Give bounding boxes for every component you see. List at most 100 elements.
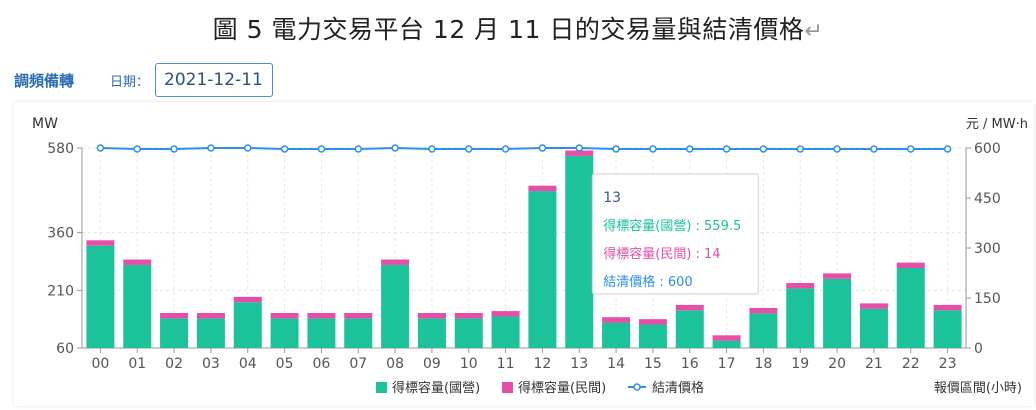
bar-state-owned <box>381 264 410 348</box>
bar-state-owned <box>565 155 594 348</box>
bar-private <box>417 313 446 319</box>
x-tick-label: 09 <box>423 356 441 372</box>
price-point <box>96 144 105 152</box>
y-tick-label: 580 <box>47 141 74 157</box>
price-point <box>280 145 289 153</box>
price-point <box>428 145 436 153</box>
document-caption: 圖 5 電力交易平台 12 月 11 日的交易量與結清價格↵ <box>0 10 1036 46</box>
x-tick-label: 00 <box>92 356 110 372</box>
legend-label: 得標容量(民間) <box>518 380 606 396</box>
bar-private <box>859 303 888 309</box>
bar-state-owned <box>749 313 778 348</box>
bar-private <box>638 319 667 325</box>
bar-private <box>602 317 631 323</box>
x-tick-label: 02 <box>165 356 183 372</box>
bar-state-owned <box>933 310 962 348</box>
x-tick-label: 13 <box>570 356 588 372</box>
price-point <box>501 145 510 153</box>
bar-state-owned <box>454 318 483 348</box>
x-tick-label: 11 <box>497 356 515 372</box>
trading-chart[interactable]: 60 210 360 580 0 150 300 450 600 MW 元 / MW·h 00 01 02… <box>14 102 1034 406</box>
bar-state-owned <box>307 318 336 348</box>
y2-tick-label: 0 <box>974 341 983 357</box>
x-tick-label: 21 <box>865 356 883 372</box>
x-tick-label: 12 <box>534 356 552 372</box>
price-point <box>759 145 768 153</box>
x-tick-label: 23 <box>939 356 957 372</box>
bar-private <box>270 313 299 319</box>
tooltip-row: 得標容量(國營) : 559.5 <box>603 218 741 234</box>
controls-bar: 調頻備轉 日期： <box>14 62 274 98</box>
legend-label: 結清價格 <box>652 380 704 396</box>
bar-state-owned <box>786 288 815 348</box>
legend-swatch-state-owned <box>376 382 387 393</box>
bar-state-owned <box>528 191 557 348</box>
price-point <box>391 144 399 152</box>
price-point <box>612 145 620 153</box>
caption-text: 圖 5 電力交易平台 12 月 11 日的交易量與結清價格 <box>212 15 805 44</box>
bar-state-owned <box>86 245 115 348</box>
bar-state-owned <box>859 308 888 348</box>
bar-state-owned <box>344 318 373 348</box>
price-series-line <box>100 146 948 150</box>
date-label: 日期： <box>110 74 150 90</box>
bar-private <box>712 335 741 341</box>
bar-private <box>233 296 262 303</box>
price-point <box>317 145 326 153</box>
bar-private <box>896 262 925 268</box>
legend-label: 得標容量(國營) <box>392 380 480 396</box>
bar-private <box>933 304 962 311</box>
price-point <box>796 145 804 153</box>
price-point <box>354 145 362 153</box>
price-point <box>649 145 657 153</box>
bar-state-owned <box>196 318 225 348</box>
bar-state-owned <box>491 316 520 348</box>
tooltip-box <box>591 173 759 295</box>
price-point <box>943 145 952 153</box>
price-point <box>907 145 915 153</box>
price-point <box>207 144 215 152</box>
bar-state-owned <box>233 302 262 348</box>
tooltip-title: 13 <box>603 190 621 206</box>
y2-tick-label: 150 <box>974 291 1001 307</box>
x-tick-label: 07 <box>349 356 367 372</box>
bar-private <box>381 259 410 265</box>
y2-tick-label: 600 <box>974 141 1001 157</box>
bar-private <box>786 283 815 289</box>
price-point <box>833 145 841 153</box>
bar-private <box>86 240 115 246</box>
bar-private <box>491 311 520 317</box>
y-tick-label: 210 <box>47 283 74 299</box>
tooltip-row: 結清價格 : 600 <box>603 274 692 290</box>
x-tick-label: 08 <box>386 356 404 372</box>
price-point <box>575 144 583 152</box>
bar-private <box>123 259 152 265</box>
bar-state-owned <box>602 322 631 348</box>
bar-private <box>675 304 704 311</box>
x-tick-label: 22 <box>902 356 920 372</box>
tab-regulation-reserve[interactable]: 調頻備轉 <box>14 71 75 90</box>
bar-private <box>454 313 483 319</box>
x-tick-label: 16 <box>681 356 699 372</box>
tooltip-row: 得標容量(民間) : 14 <box>603 246 720 262</box>
x-tick-label: 15 <box>644 356 662 372</box>
price-point <box>170 145 178 153</box>
x-tick-label: 19 <box>791 356 809 372</box>
x-tick-label: 06 <box>313 356 331 372</box>
bar-private <box>565 150 594 156</box>
bar-private <box>344 313 373 319</box>
x-tick-label: 20 <box>828 356 846 372</box>
date-input[interactable] <box>155 63 274 97</box>
y-tick-label: 360 <box>47 226 74 242</box>
bar-private <box>196 313 225 319</box>
bar-state-owned <box>160 318 189 348</box>
bar-state-owned <box>638 324 667 348</box>
bar-state-owned <box>417 318 446 348</box>
price-point <box>465 145 473 153</box>
x-tick-label: 04 <box>239 356 257 372</box>
x-tick-label: 14 <box>607 356 625 372</box>
bar-private <box>749 308 778 314</box>
price-point <box>244 144 252 152</box>
legend-swatch-price-point <box>633 383 641 391</box>
x-tick-label: 05 <box>276 356 294 372</box>
